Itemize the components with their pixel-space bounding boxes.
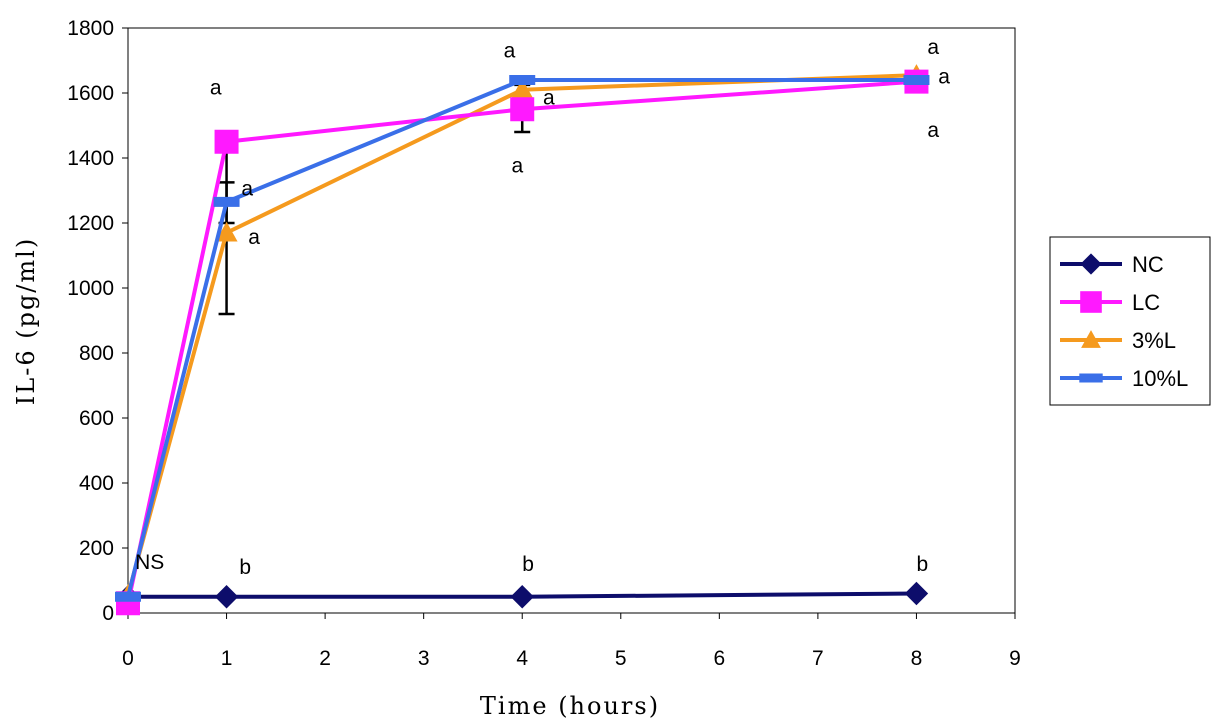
significance-label: NS bbox=[135, 551, 164, 574]
x-tick-label: 6 bbox=[713, 647, 725, 670]
legend-label: NC bbox=[1132, 252, 1164, 277]
data-point bbox=[510, 97, 535, 122]
data-point bbox=[115, 591, 141, 602]
y-tick-label: 1000 bbox=[67, 277, 114, 300]
y-tick-label: 0 bbox=[102, 602, 114, 625]
data-point bbox=[511, 78, 534, 99]
legend-swatch-marker bbox=[1081, 330, 1101, 348]
x-tick-label: 0 bbox=[122, 647, 134, 670]
x-tick-label: 8 bbox=[911, 647, 923, 670]
plot-area: 0 200 400 600 800 1000 1200 1400 1600 1800 0 1 2 3 4 5 6… bbox=[67, 17, 1021, 670]
legend-entry: NC bbox=[1060, 252, 1164, 277]
y-tick-label: 1200 bbox=[67, 212, 114, 235]
legend-swatch-marker bbox=[1079, 373, 1103, 383]
legend-label: 3%L bbox=[1132, 328, 1176, 353]
x-tick-label: 5 bbox=[615, 647, 627, 670]
significance-label: b bbox=[239, 556, 251, 579]
y-axis-title: IL-6 (pg/ml) bbox=[12, 237, 40, 405]
data-point bbox=[903, 75, 930, 85]
legend: NC LC 3%L 10%L bbox=[1049, 236, 1211, 406]
legend-entry: 10%L bbox=[1060, 366, 1188, 391]
y-tick-label: 400 bbox=[79, 472, 114, 495]
y-tick-label: 1600 bbox=[67, 82, 114, 105]
significance-label: a bbox=[543, 86, 555, 109]
series-10pctl bbox=[115, 75, 930, 602]
x-tick-label: 7 bbox=[812, 647, 824, 670]
legend-entry: LC bbox=[1060, 290, 1160, 315]
series-line bbox=[126, 79, 917, 604]
y-tick-label: 600 bbox=[79, 407, 114, 430]
significance-label: a bbox=[938, 65, 950, 88]
significance-label: a bbox=[248, 226, 260, 249]
x-axis-title: Time (hours) bbox=[480, 692, 660, 720]
plot-frame bbox=[127, 27, 1016, 614]
legend-swatch-marker bbox=[1080, 291, 1102, 313]
y-tick-label: 1800 bbox=[67, 17, 114, 40]
x-tick-label: 9 bbox=[1009, 647, 1021, 670]
legend-entry: 3%L bbox=[1060, 328, 1176, 353]
x-tick-label: 4 bbox=[516, 647, 528, 670]
data-point bbox=[904, 581, 929, 606]
significance-label: a bbox=[927, 36, 939, 59]
data-point bbox=[213, 196, 240, 207]
series-3pctl bbox=[117, 64, 928, 604]
data-point bbox=[510, 585, 534, 609]
data-point bbox=[214, 129, 239, 154]
x-tick-label: 2 bbox=[319, 647, 331, 670]
series-lc bbox=[116, 69, 929, 616]
data-point bbox=[509, 75, 536, 85]
significance-label: a bbox=[504, 39, 516, 62]
series-line bbox=[128, 591, 917, 599]
significance-label: a bbox=[927, 119, 939, 142]
legend-label: LC bbox=[1132, 290, 1160, 315]
legend-swatch-marker bbox=[1080, 253, 1102, 275]
series-line bbox=[126, 78, 917, 598]
y-tick-label: 200 bbox=[79, 537, 114, 560]
x-tick-label: 3 bbox=[418, 647, 430, 670]
significance-label: a bbox=[241, 177, 253, 200]
significance-label: a bbox=[210, 77, 222, 100]
significance-label: b bbox=[522, 553, 534, 576]
y-tick-label: 1400 bbox=[67, 147, 114, 170]
data-point bbox=[215, 221, 238, 242]
significance-label: a bbox=[511, 155, 523, 178]
x-tick-label: 1 bbox=[221, 647, 233, 670]
significance-label: b bbox=[917, 553, 929, 576]
series-line bbox=[126, 73, 917, 596]
y-tick-label: 800 bbox=[79, 342, 114, 365]
data-point bbox=[214, 585, 239, 609]
legend-label: 10%L bbox=[1132, 366, 1188, 391]
series-nc bbox=[116, 581, 929, 609]
